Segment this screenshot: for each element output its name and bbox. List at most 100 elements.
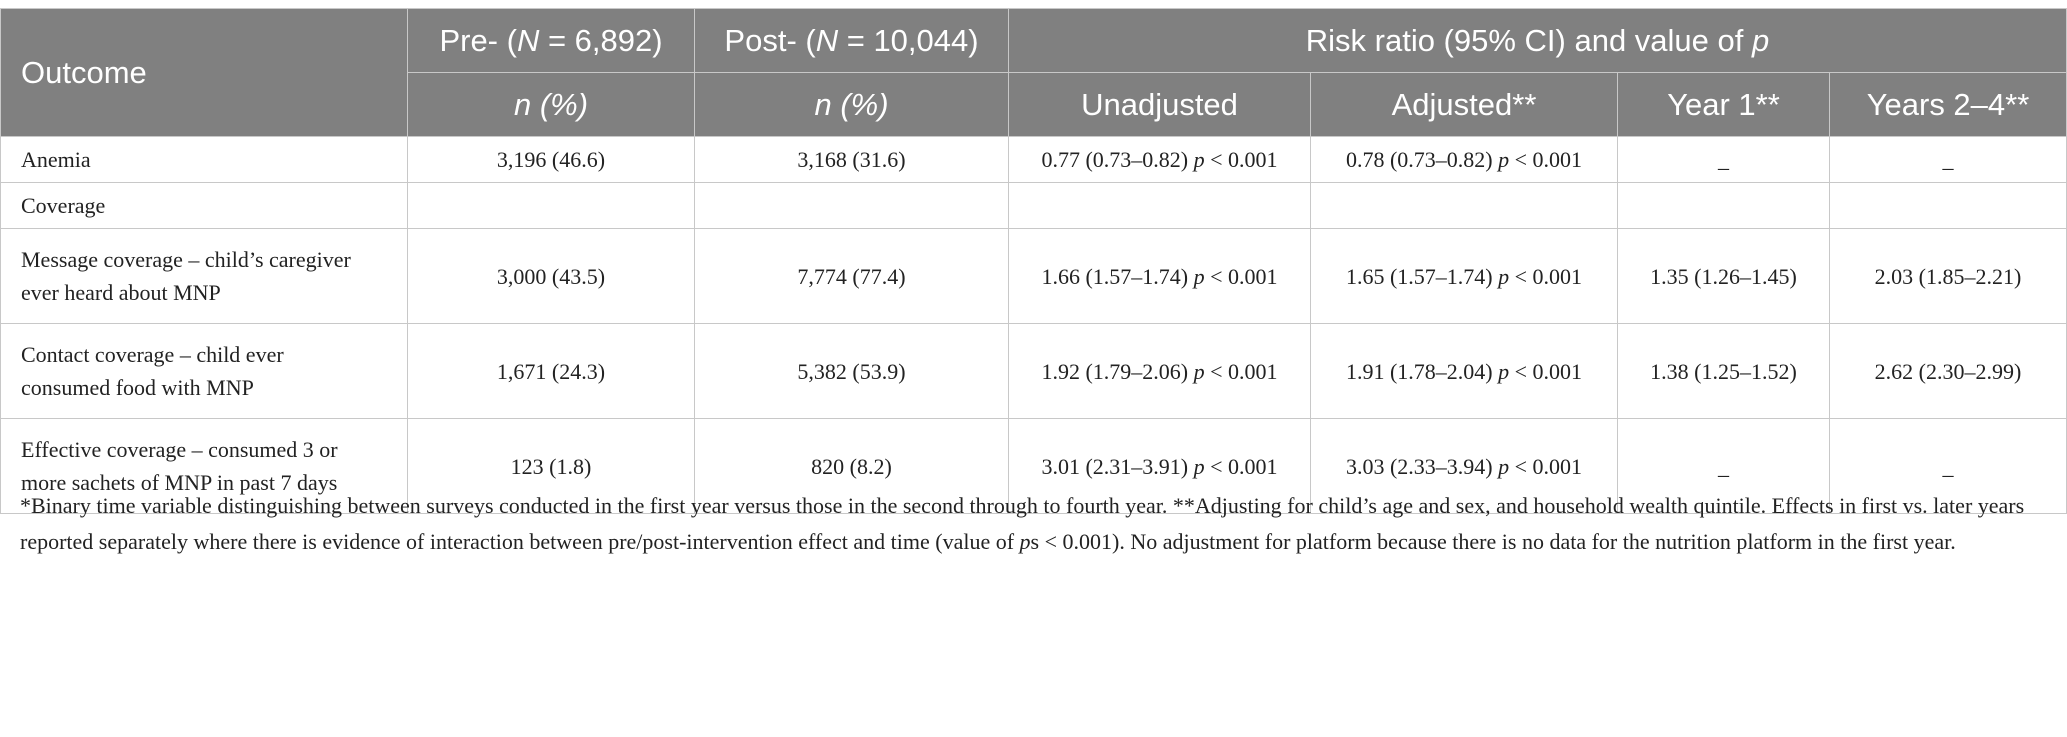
- row-adjusted: 1.91 (1.78–2.04) p < 0.001: [1310, 323, 1618, 419]
- row-unadjusted-pv: < 0.001: [1204, 263, 1278, 289]
- row-year1: _: [1617, 136, 1830, 183]
- row-adjusted-rr: 1.65 (1.57–1.74): [1345, 263, 1499, 289]
- header-pre-npct: n (%): [407, 72, 695, 137]
- header-pre-label: Pre- (: [439, 22, 517, 58]
- row-post: 3,168 (31.6): [694, 136, 1009, 183]
- row-unadjusted-rr: 0.77 (0.73–0.82): [1041, 147, 1194, 172]
- row-years24: [1829, 182, 2067, 229]
- row-unadjusted-p: p: [1193, 147, 1205, 172]
- row-adjusted: 0.78 (0.73–0.82) p < 0.001: [1310, 136, 1618, 183]
- row-outcome-line2: more sachets of MNP in past 7 days: [21, 470, 338, 495]
- header-outcome: Outcome: [0, 8, 408, 137]
- row-year1: [1617, 182, 1830, 229]
- row-adjusted-rr: 0.78 (0.73–0.82): [1345, 147, 1499, 172]
- header-outcome-label: Outcome: [21, 54, 147, 90]
- row-post: [694, 182, 1009, 229]
- header-pre-n: N: [516, 22, 540, 58]
- row-years24: 2.62 (2.30–2.99): [1829, 323, 2067, 419]
- header-post-n-italic: n: [814, 86, 832, 122]
- results-table: Outcome Pre- (N = 6,892) Post- (N = 10,0…: [0, 8, 2067, 514]
- row-unadjusted-pv: < 0.001: [1204, 147, 1278, 172]
- footnote-part1: *Binary time variable distinguishing bet…: [20, 493, 2025, 554]
- header-risk-p: p: [1752, 22, 1770, 58]
- header-adjusted: Adjusted**: [1310, 72, 1618, 137]
- table-row: Contact coverage – child ever consumed fo…: [0, 323, 2067, 419]
- footnote-p-italic: p: [1019, 529, 1031, 554]
- row-unadjusted-p: p: [1193, 263, 1205, 289]
- row-unadjusted-pv: < 0.001: [1204, 453, 1278, 479]
- row-adjusted: 3.03 (2.33–3.94) p < 0.001: [1310, 418, 1618, 514]
- row-outcome: Anemia: [0, 136, 408, 183]
- row-pre: 3,000 (43.5): [407, 228, 695, 324]
- row-years24: 2.03 (1.85–2.21): [1829, 228, 2067, 324]
- header-post-n: N: [815, 22, 839, 58]
- header-pre-n-italic: n: [513, 86, 532, 122]
- header-post-value: = 10,044): [838, 22, 979, 58]
- header-row-1: Outcome Pre- (N = 6,892) Post- (N = 10,0…: [0, 8, 2067, 137]
- row-adjusted-p: p: [1498, 453, 1510, 479]
- row-post: 5,382 (53.9): [694, 323, 1009, 419]
- header-post-label: Post- (: [724, 22, 816, 58]
- row-outcome-line2: ever heard about MNP: [21, 280, 221, 305]
- row-year1: 1.38 (1.25–1.52): [1617, 323, 1830, 419]
- row-adjusted-p: p: [1498, 263, 1510, 289]
- row-adjusted-rr: 3.03 (2.33–3.94): [1345, 453, 1499, 479]
- row-unadjusted-p: p: [1193, 453, 1205, 479]
- table-row: Coverage: [0, 182, 2067, 229]
- table-row: Anemia 3,196 (46.6) 3,168 (31.6) 0.77 (0…: [0, 136, 2067, 183]
- row-year1: 1.35 (1.26–1.45): [1617, 228, 1830, 324]
- row-unadjusted: 1.92 (1.79–2.06) p < 0.001: [1008, 323, 1311, 419]
- table-wrapper: Outcome Pre- (N = 6,892) Post- (N = 10,0…: [0, 8, 2067, 514]
- header-unadjusted: Unadjusted: [1008, 72, 1311, 137]
- row-adjusted: [1310, 182, 1618, 229]
- row-pre: [407, 182, 695, 229]
- header-pre-value: = 6,892): [539, 22, 663, 58]
- table-row: Effective coverage – consumed 3 or more s…: [0, 418, 2067, 514]
- row-unadjusted-rr: 1.66 (1.57–1.74): [1041, 263, 1194, 289]
- row-adjusted-pv: < 0.001: [1509, 358, 1583, 384]
- row-pre: 123 (1.8): [407, 418, 695, 514]
- row-outcome: Message coverage – child’s caregiver ever…: [0, 228, 408, 324]
- row-outcome: Coverage: [0, 182, 408, 229]
- row-unadjusted: 1.66 (1.57–1.74) p < 0.001: [1008, 228, 1311, 324]
- row-adjusted-rr: 1.91 (1.78–2.04): [1345, 358, 1499, 384]
- row-unadjusted-rr: 1.92 (1.79–2.06): [1041, 358, 1194, 384]
- row-outcome-line1: Message coverage – child’s caregiver: [21, 247, 351, 272]
- row-unadjusted: 0.77 (0.73–0.82) p < 0.001: [1008, 136, 1311, 183]
- row-outcome: Contact coverage – child ever consumed fo…: [0, 323, 408, 419]
- row-pre: 1,671 (24.3): [407, 323, 695, 419]
- table-row: Message coverage – child’s caregiver ever…: [0, 228, 2067, 324]
- row-outcome: Effective coverage – consumed 3 or more s…: [0, 418, 408, 514]
- row-years24: _: [1829, 418, 2067, 514]
- row-post: 7,774 (77.4): [694, 228, 1009, 324]
- header-pre: Pre- (N = 6,892): [407, 8, 695, 73]
- footnote-part2: s < 0.001). No adjustment for platform b…: [1030, 529, 1956, 554]
- header-post: Post- (N = 10,044): [694, 8, 1009, 73]
- header-risk-ratio: Risk ratio (95% CI) and value of p: [1008, 8, 2067, 73]
- row-adjusted-p: p: [1498, 147, 1510, 172]
- row-years24: _: [1829, 136, 2067, 183]
- header-post-npct: n (%): [694, 72, 1009, 137]
- row-unadjusted-rr: 3.01 (2.31–3.91): [1041, 453, 1194, 479]
- header-risk-label: Risk ratio (95% CI) and value of: [1305, 22, 1752, 58]
- row-outcome-line2: consumed food with MNP: [21, 375, 254, 400]
- row-outcome-line1: Effective coverage – consumed 3 or: [21, 437, 338, 462]
- row-adjusted: 1.65 (1.57–1.74) p < 0.001: [1310, 228, 1618, 324]
- row-adjusted-p: p: [1498, 358, 1510, 384]
- row-unadjusted: 3.01 (2.31–3.91) p < 0.001: [1008, 418, 1311, 514]
- row-year1: _: [1617, 418, 1830, 514]
- table-footnote: *Binary time variable distinguishing bet…: [20, 488, 2050, 560]
- header-year1: Year 1**: [1617, 72, 1830, 137]
- row-adjusted-pv: < 0.001: [1509, 147, 1583, 172]
- header-pre-pct: (%): [531, 86, 589, 122]
- header-years24: Years 2–4**: [1829, 72, 2067, 137]
- header-post-pct: (%): [831, 86, 889, 122]
- row-unadjusted: [1008, 182, 1311, 229]
- row-adjusted-pv: < 0.001: [1509, 263, 1583, 289]
- row-adjusted-pv: < 0.001: [1509, 453, 1583, 479]
- row-unadjusted-p: p: [1193, 358, 1205, 384]
- header-row-2: n (%) n (%) Unadjusted Adjusted** Year 1…: [1, 72, 2067, 137]
- row-pre: 3,196 (46.6): [407, 136, 695, 183]
- row-unadjusted-pv: < 0.001: [1204, 358, 1278, 384]
- row-outcome-line1: Contact coverage – child ever: [21, 342, 284, 367]
